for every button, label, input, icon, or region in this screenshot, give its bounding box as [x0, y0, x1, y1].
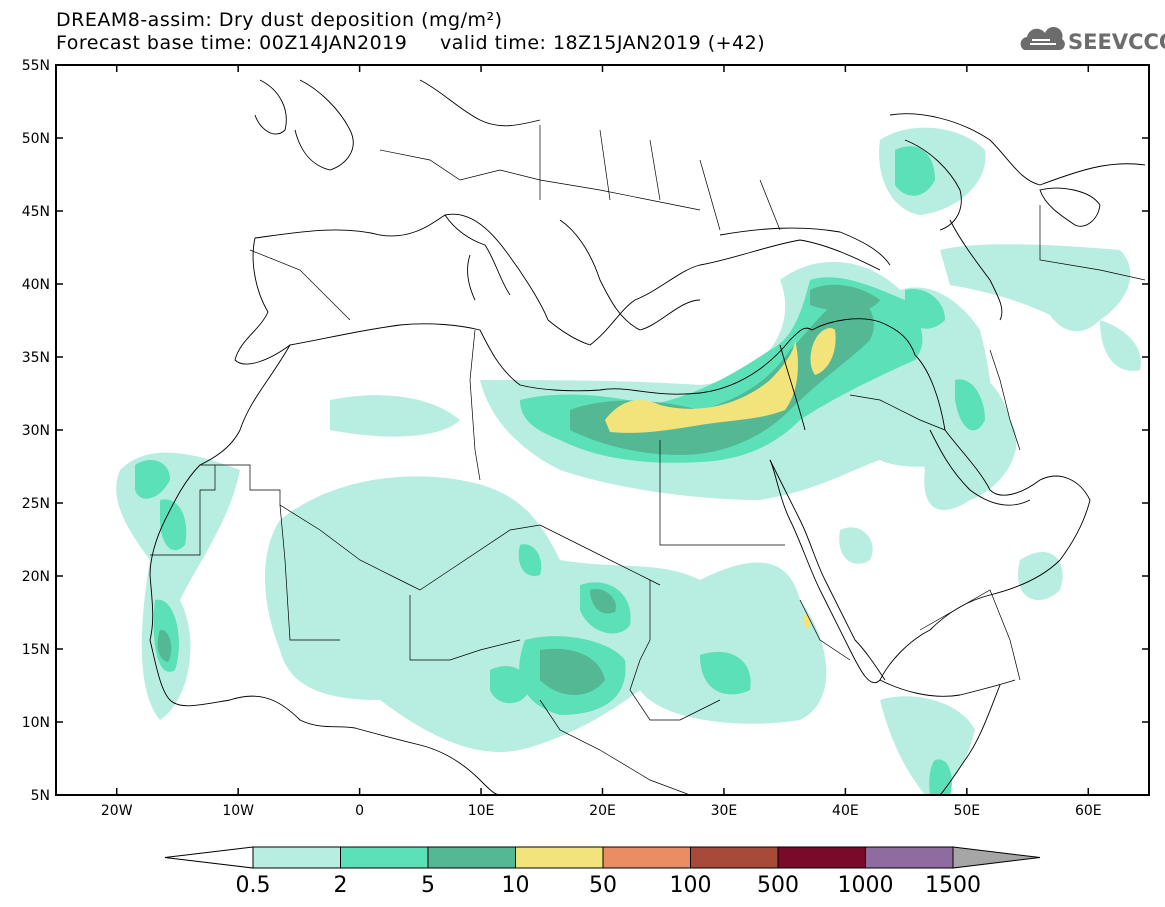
lat-tick-label: 20N [22, 569, 50, 585]
legend-label: 500 [757, 873, 799, 898]
lat-tick-label: 35N [22, 350, 50, 366]
legend-color-cell [865, 846, 954, 869]
lat-tick-label: 40N [22, 277, 50, 293]
map-subtitle: Forecast base time: 00Z14JAN2019 valid t… [56, 32, 766, 54]
legend-label: 1500 [925, 873, 981, 898]
legend-label: 100 [670, 873, 712, 898]
lat-tick-label: 55N [22, 58, 50, 74]
logo-text: SEEVCCC [1068, 30, 1165, 54]
lon-tick-label: 50E [953, 803, 980, 819]
legend-label: 10 [502, 873, 530, 898]
legend-label: 2 [334, 873, 348, 898]
lon-tick-label: 20W [101, 803, 133, 819]
lat-tick-label: 5N [31, 788, 50, 804]
lon-tick-label: 0 [355, 803, 364, 819]
legend-color-cell [777, 846, 866, 869]
lat-tick-label: 30N [22, 423, 50, 439]
lon-tick-label: 10E [468, 803, 495, 819]
legend-label: 0.5 [236, 873, 271, 898]
lat-tick-label: 15N [22, 642, 50, 658]
lon-tick-label: 60E [1075, 803, 1102, 819]
legend-label: 50 [589, 873, 617, 898]
legend-color-cell [515, 846, 604, 869]
legend-color-cell [427, 846, 516, 869]
cloud-logo-icon [1020, 26, 1065, 50]
legend-under-arrow [164, 846, 254, 869]
lat-tick-label: 45N [22, 204, 50, 220]
lon-tick-label: 10W [222, 803, 254, 819]
country-borders [150, 125, 1146, 795]
lat-tick-label: 50N [22, 131, 50, 147]
map-title: DREAM8-assim: Dry dust deposition (mg/m²… [56, 9, 503, 31]
lat-tick-label: 10N [22, 715, 50, 731]
legend-label: 5 [421, 873, 435, 898]
latitude-axis: 55N 50N 45N 40N 35N 30N 25N 20N 15N 10N 5N [22, 58, 1149, 804]
legend-color-cell [602, 846, 691, 869]
legend-color-cell [690, 846, 779, 869]
lon-tick-label: 30E [711, 803, 738, 819]
legend-over-arrow [952, 846, 1041, 869]
legend-color-cell [252, 846, 341, 869]
legend-label: 1000 [838, 873, 894, 898]
lon-tick-label: 20E [589, 803, 616, 819]
longitude-axis: 20W 10W 0 10E 20E 30E 40E 50E 60E [101, 65, 1102, 819]
coastlines [149, 79, 1146, 795]
legend-color-cell [340, 846, 429, 869]
lon-tick-label: 40E [832, 803, 859, 819]
lat-tick-label: 25N [22, 496, 50, 512]
